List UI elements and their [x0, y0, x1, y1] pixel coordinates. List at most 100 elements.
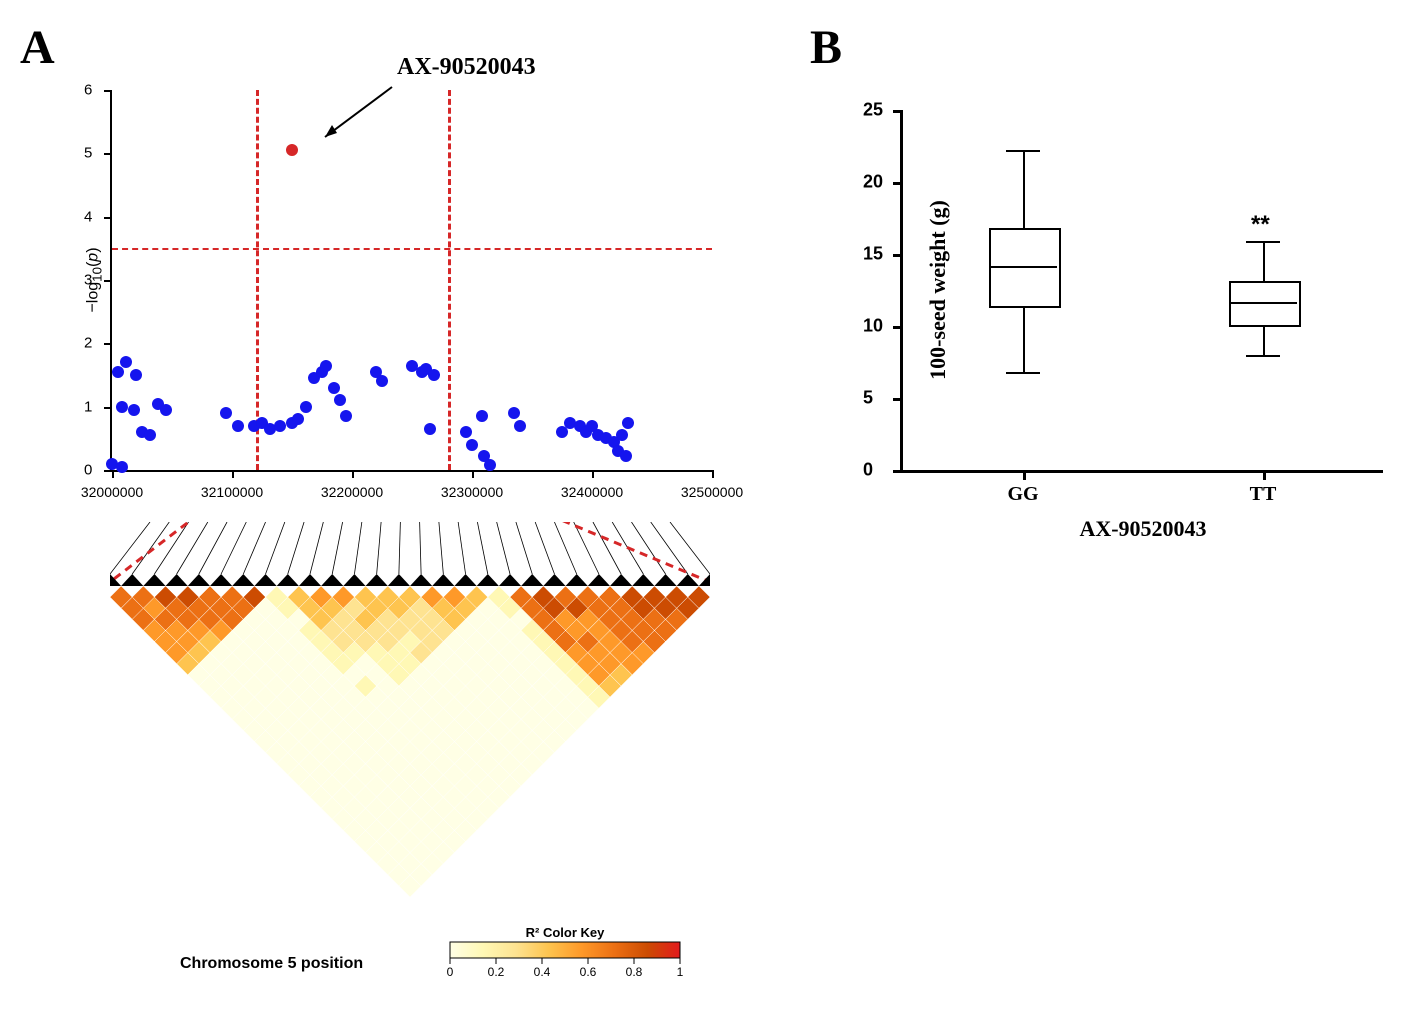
- boxplot-y-tick: [893, 182, 903, 185]
- ld-heatmap-svg: [110, 522, 710, 942]
- scatter-y-tick: [104, 90, 112, 92]
- snp-point: [320, 360, 332, 372]
- snp-point: [484, 459, 496, 471]
- scatter-y-tick: [104, 153, 112, 155]
- snp-point: [508, 407, 520, 419]
- snp-point: [328, 382, 340, 394]
- scatter-x-tick: [712, 470, 714, 478]
- snp-point: [120, 356, 132, 368]
- scatter-y-tick: [104, 280, 112, 282]
- snp-point: [622, 417, 634, 429]
- boxplot-whisker-low: [1263, 323, 1265, 355]
- snp-point: [144, 429, 156, 441]
- scatter-x-tick-label: 32400000: [561, 484, 623, 500]
- snp-point: [556, 426, 568, 438]
- snp-point: [130, 369, 142, 381]
- significance-threshold-line: [112, 248, 712, 250]
- boxplot-whisker-high: [1263, 241, 1265, 281]
- snp-point: [476, 410, 488, 422]
- scatter-x-tick-label: 32500000: [681, 484, 743, 500]
- svg-text:0.6: 0.6: [580, 965, 597, 979]
- annotation-arrow: [317, 85, 397, 143]
- boxplot-median-line: [989, 266, 1056, 268]
- snp-point: [428, 369, 440, 381]
- boxplot-category-label: TT: [1250, 483, 1277, 506]
- boxplot-y-tick-label: 10: [863, 316, 883, 337]
- scatter-y-tick: [104, 407, 112, 409]
- snp-point: [334, 394, 346, 406]
- scatter-y-tick: [104, 470, 112, 472]
- snp-annotation-label: AX-90520043: [397, 54, 536, 81]
- scatter-x-tick: [592, 470, 594, 478]
- scatter-y-tick-label: 2: [84, 335, 92, 352]
- snp-point: [292, 413, 304, 425]
- snp-point: [376, 375, 388, 387]
- snp-point: [616, 429, 628, 441]
- scatter-y-tick-label: 3: [84, 272, 92, 289]
- scatter-y-tick-label: 0: [84, 462, 92, 479]
- snp-point: [160, 404, 172, 416]
- scatter-x-tick-label: 32200000: [321, 484, 383, 500]
- scatter-x-tick: [112, 470, 114, 478]
- color-key-gradient: 0 0.2 0.4 0.6 0.8 1: [440, 940, 690, 980]
- snp-point: [116, 401, 128, 413]
- boxplot-whisker-low: [1023, 304, 1025, 372]
- boxplot-whisker-high: [1023, 150, 1025, 228]
- snp-point: [620, 450, 632, 462]
- boxplot-category-label: GG: [1007, 483, 1038, 506]
- boxplot-y-tick: [893, 254, 903, 257]
- boxplot-y-tick: [893, 470, 903, 473]
- snp-point: [274, 420, 286, 432]
- scatter-y-tick-label: 1: [84, 398, 92, 415]
- boxplot-y-tick-label: 0: [863, 460, 873, 481]
- boxplot-y-tick-label: 15: [863, 244, 883, 265]
- scatter-x-tick-label: 32000000: [81, 484, 143, 500]
- boxplot-whisker-cap: [1006, 372, 1040, 374]
- ld-region-boundary-line: [448, 90, 451, 470]
- boxplot-x-tick: [1263, 470, 1266, 480]
- snp-point: [466, 439, 478, 451]
- snp-point: [460, 426, 472, 438]
- boxplot-whisker-cap: [1006, 150, 1040, 152]
- scatter-x-tick: [232, 470, 234, 478]
- scatter-y-tick: [104, 217, 112, 219]
- svg-text:1: 1: [677, 965, 684, 979]
- scatter-x-tick-label: 32100000: [201, 484, 263, 500]
- snp-point: [232, 420, 244, 432]
- boxplot-x-tick: [1023, 470, 1026, 480]
- scatter-x-tick-label: 32300000: [441, 484, 503, 500]
- boxplot-y-tick: [893, 110, 903, 113]
- snp-point: [128, 404, 140, 416]
- snp-point: [220, 407, 232, 419]
- snp-point: [300, 401, 312, 413]
- boxplot-y-tick-label: 5: [863, 388, 873, 409]
- manhattan-scatter-plot: −log10(p) AX-90520043 012345632000000321…: [110, 90, 712, 472]
- scatter-x-tick: [472, 470, 474, 478]
- scatter-x-tick: [352, 470, 354, 478]
- chromosome-position-label: Chromosome 5 position: [180, 955, 363, 973]
- snp-point: [116, 461, 128, 473]
- color-key-title: R² Color Key: [440, 925, 690, 940]
- boxplot-median-line: [1229, 302, 1296, 304]
- boxplot-chart: 100-seed weight (g) AX-90520043 05101520…: [900, 110, 1383, 473]
- r2-color-key: R² Color Key 0 0.2 0.4 0.6 0.8 1: [440, 925, 690, 985]
- boxplot-y-tick: [893, 398, 903, 401]
- boxplot-y-tick-label: 20: [863, 172, 883, 193]
- boxplot-y-axis-label: 100-seed weight (g): [925, 200, 951, 380]
- boxplot-whisker-cap: [1246, 241, 1280, 243]
- panel-b-label: B: [810, 20, 842, 75]
- boxplot-y-tick-label: 25: [863, 100, 883, 121]
- boxplot-y-tick: [893, 326, 903, 329]
- svg-text:0.2: 0.2: [488, 965, 505, 979]
- svg-text:0.8: 0.8: [626, 965, 643, 979]
- snp-point: [340, 410, 352, 422]
- ld-heatmap: [110, 522, 710, 942]
- significant-snp-point: [286, 144, 298, 156]
- svg-text:0: 0: [447, 965, 454, 979]
- snp-point: [514, 420, 526, 432]
- svg-text:0.4: 0.4: [534, 965, 551, 979]
- panel-a-container: −log10(p) AX-90520043 012345632000000321…: [50, 50, 730, 1000]
- significance-marker: **: [1251, 211, 1270, 239]
- boxplot-whisker-cap: [1246, 355, 1280, 357]
- scatter-y-tick-label: 4: [84, 208, 92, 225]
